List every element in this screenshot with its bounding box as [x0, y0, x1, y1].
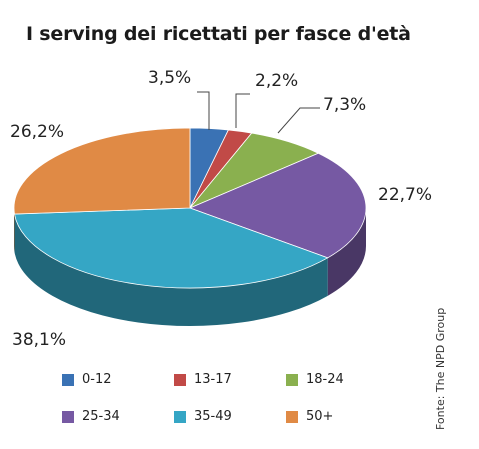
- legend-label: 13-17: [194, 372, 232, 387]
- data-label-18-24: 7,3%: [323, 95, 366, 115]
- legend-swatch: [174, 410, 186, 423]
- pie-3d-sides: [14, 208, 366, 327]
- leader-line-18-24: [277, 107, 320, 134]
- leader-line-13-17: [235, 93, 250, 128]
- pie-slice-25-34: [188, 152, 367, 259]
- legend-label: 0-12: [82, 372, 112, 387]
- pie-data-labels: 3,5% 2,2% 7,3% 22,7% 38,1% 26,2%: [10, 68, 432, 350]
- data-label-35-49: 38,1%: [12, 330, 66, 350]
- data-label-0-12: 3,5%: [148, 68, 191, 88]
- legend-label: 50+: [306, 409, 334, 424]
- pie-side-35-49: [14, 214, 328, 327]
- legend-swatch: [174, 373, 186, 386]
- legend-item-35-49: 35-49: [174, 409, 232, 424]
- legend-label: 25-34: [82, 409, 120, 424]
- legend-item-18-24: 18-24: [286, 372, 344, 387]
- legend-label: 35-49: [194, 409, 232, 424]
- label-leader-lines: [197, 91, 320, 134]
- legend-item-50+: 50+: [286, 409, 333, 424]
- pie-side-50+: [14, 208, 15, 253]
- pie-slices: [13, 127, 367, 289]
- legend-label: 18-24: [306, 372, 344, 387]
- legend-item-13-17: 13-17: [174, 372, 232, 387]
- source-note: Fonte: The NPD Group: [434, 307, 447, 430]
- pie-slice-35-49: [14, 207, 329, 289]
- pie-side-25-34: [327, 208, 366, 296]
- data-label-25-34: 22,7%: [378, 185, 432, 205]
- leader-line-0-12: [197, 91, 210, 130]
- data-label-50+: 26,2%: [10, 122, 64, 142]
- legend-item-0-12: 0-12: [62, 372, 112, 387]
- legend-swatch: [62, 373, 74, 386]
- pie-slice-50+: [13, 127, 191, 215]
- legend-swatch: [286, 373, 298, 386]
- legend-swatch: [286, 410, 298, 423]
- chart-title: I serving dei ricettati per fasce d'età: [26, 23, 411, 45]
- data-label-13-17: 2,2%: [255, 71, 298, 91]
- legend-item-25-34: 25-34: [62, 409, 120, 424]
- legend-swatch: [62, 410, 74, 423]
